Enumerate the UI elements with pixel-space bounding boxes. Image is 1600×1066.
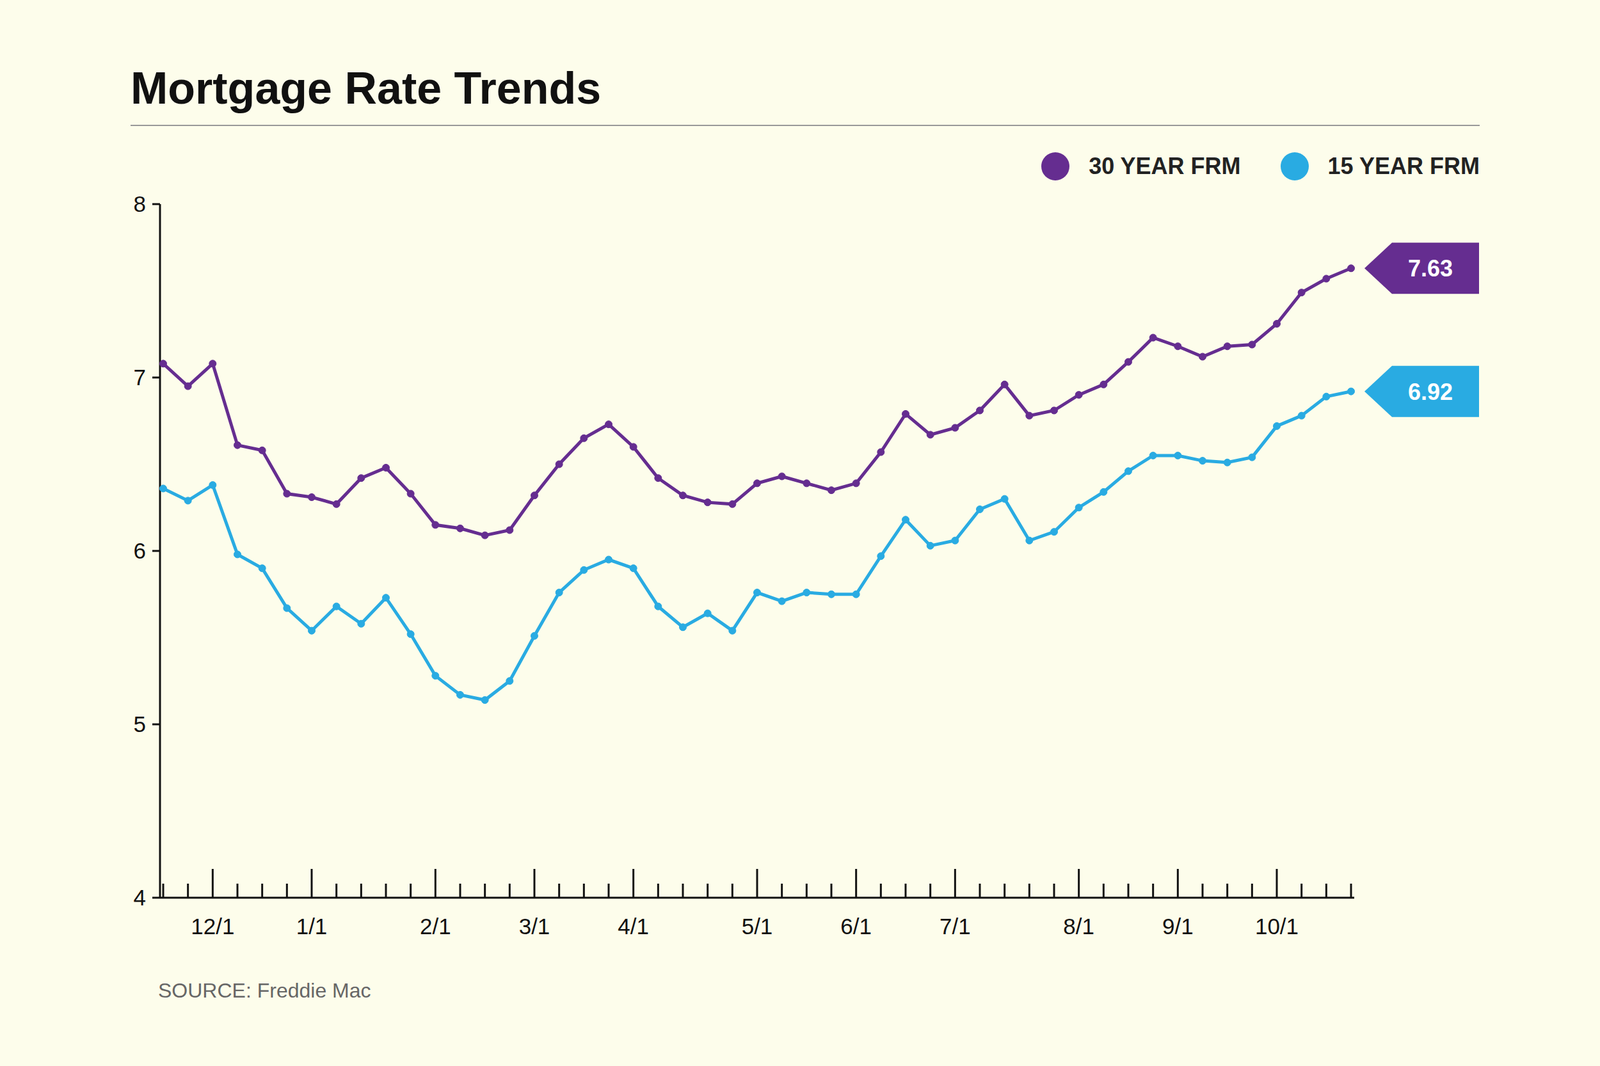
- svg-text:5: 5: [133, 711, 146, 737]
- html-text:30 YEAR FRM: 30 YEAR FRM: [1088, 152, 1241, 180]
- svg-text:10/1: 10/1: [1255, 913, 1299, 939]
- svg-text:8/1: 8/1: [1063, 913, 1095, 939]
- html-text:Mortgage Rate Trends: Mortgage Rate Trends: [130, 63, 602, 114]
- svg-text:4: 4: [133, 885, 146, 911]
- svg-text:6/1: 6/1: [840, 913, 872, 939]
- html-text:15 YEAR FRM: 15 YEAR FRM: [1327, 152, 1480, 180]
- svg-text:6: 6: [133, 538, 146, 564]
- svg-text:3/1: 3/1: [519, 913, 551, 939]
- svg-text:7/1: 7/1: [939, 913, 971, 939]
- svg-text:9/1: 9/1: [1162, 913, 1194, 939]
- svg-text:7.63: 7.63: [1408, 255, 1453, 282]
- svg-text:5/1: 5/1: [741, 913, 774, 939]
- svg-text:12/1: 12/1: [190, 913, 235, 939]
- svg-text:7: 7: [133, 364, 146, 390]
- svg-text:8: 8: [133, 191, 146, 217]
- html-text:SOURCE: Freddie Mac: SOURCE: Freddie Mac: [158, 979, 371, 1003]
- svg-text:2/1: 2/1: [419, 913, 452, 939]
- svg-text:6.92: 6.92: [1408, 378, 1453, 406]
- svg-text:1/1: 1/1: [296, 913, 328, 939]
- svg-text:4/1: 4/1: [617, 913, 649, 939]
